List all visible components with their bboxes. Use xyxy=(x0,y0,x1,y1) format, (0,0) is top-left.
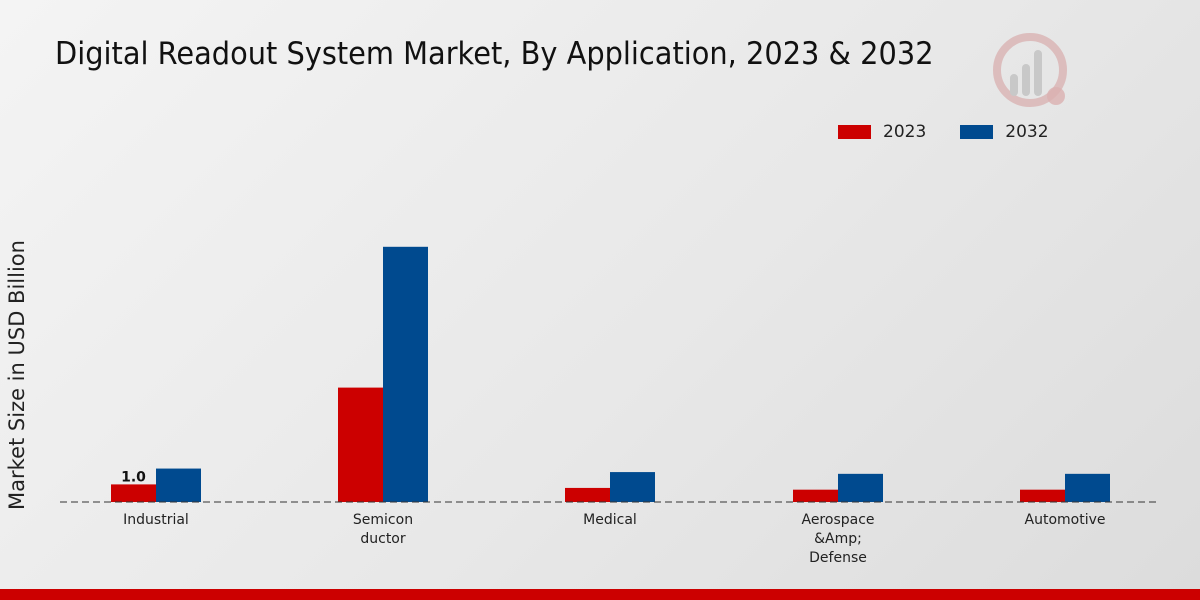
bar-2032-aerospaceampdefense xyxy=(838,473,883,502)
x-tick-label: Industrial xyxy=(123,512,189,528)
logo-icon xyxy=(990,30,1074,118)
bar-2032-semiconductor xyxy=(383,246,428,502)
x-tick-label: Automotive xyxy=(1025,512,1106,528)
bar-2023-automotive xyxy=(1020,489,1065,502)
bar-2023-industrial xyxy=(111,484,156,502)
bar-2023-medical xyxy=(565,487,610,502)
legend-item-2023: 2023 xyxy=(838,122,926,142)
legend: 2023 2032 xyxy=(838,122,1083,142)
footer-bar xyxy=(0,589,1200,600)
x-tick-label: Semicon ductor xyxy=(353,512,413,547)
legend-swatch-2032 xyxy=(960,125,994,139)
x-tick-label: Medical xyxy=(583,512,637,528)
bar-2032-automotive xyxy=(1065,473,1110,502)
legend-label-2032: 2032 xyxy=(1005,122,1049,142)
legend-swatch-2023 xyxy=(838,125,871,139)
market-research-logo-icon xyxy=(993,33,1067,107)
chart-title: Digital Readout System Market, By Applic… xyxy=(55,36,934,72)
bar-2032-medical xyxy=(610,472,655,502)
bar-2023-semiconductor xyxy=(338,387,383,502)
data-label: 1.0 xyxy=(121,469,146,485)
bar-2023-aerospaceampdefense xyxy=(793,489,838,502)
x-tick-label: Aerospace &Amp; Defense xyxy=(801,512,874,566)
legend-item-2032: 2032 xyxy=(960,122,1049,142)
bar-2032-industrial xyxy=(156,468,201,502)
legend-label-2023: 2023 xyxy=(883,122,927,142)
